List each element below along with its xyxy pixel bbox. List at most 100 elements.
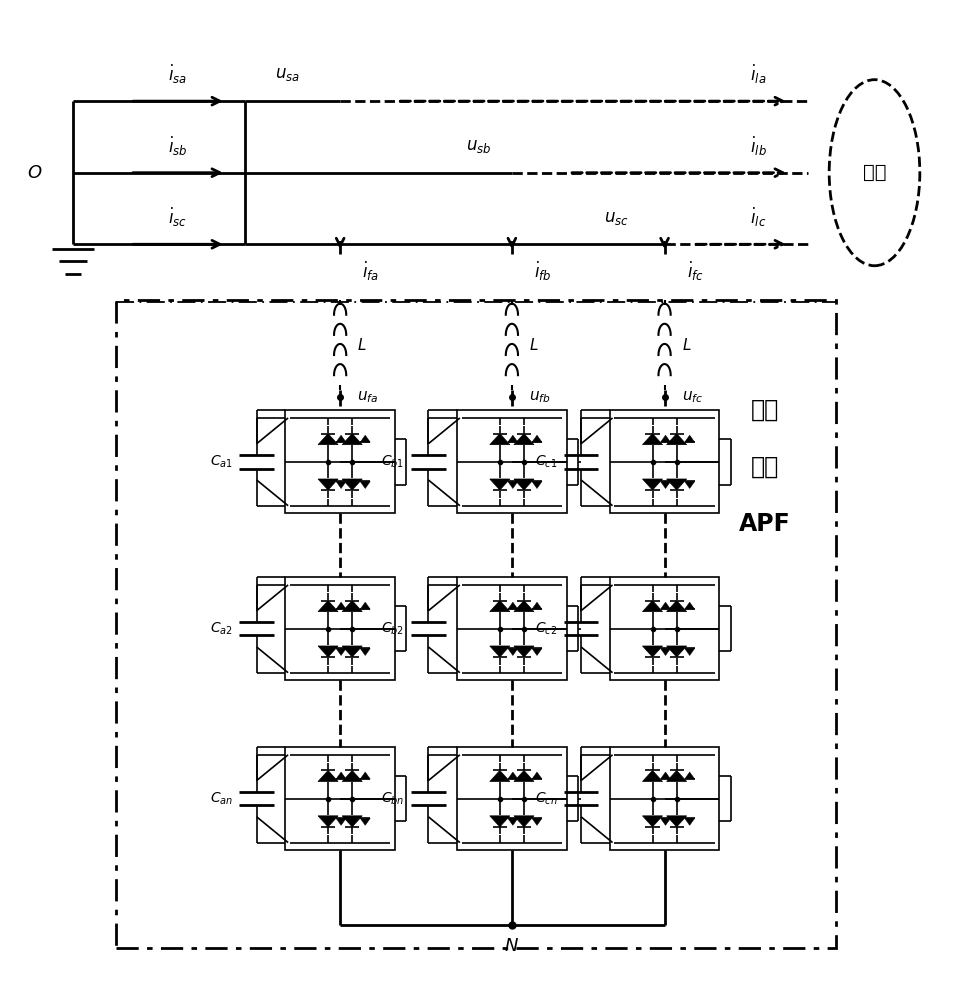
Bar [285, 577, 395, 680]
Polygon shape [667, 434, 687, 445]
Text: $u_{fc}$: $u_{fc}$ [681, 389, 702, 405]
Polygon shape [508, 818, 518, 825]
Polygon shape [642, 770, 662, 782]
Polygon shape [514, 601, 534, 612]
Polygon shape [660, 818, 671, 825]
Polygon shape [336, 602, 346, 609]
Polygon shape [667, 770, 687, 782]
Polygon shape [490, 646, 510, 657]
Polygon shape [514, 816, 534, 827]
Text: 链式: 链式 [750, 455, 779, 479]
Polygon shape [343, 434, 363, 445]
Text: $\dot{\imath}_{sb}$: $\dot{\imath}_{sb}$ [168, 134, 188, 158]
Polygon shape [318, 479, 338, 490]
Text: $\dot{\imath}_{la}$: $\dot{\imath}_{la}$ [750, 63, 767, 86]
Polygon shape [532, 435, 542, 442]
Polygon shape [360, 481, 370, 489]
Text: $C_{a1}$: $C_{a1}$ [210, 454, 233, 470]
Polygon shape [532, 772, 542, 779]
Polygon shape [490, 770, 510, 782]
Polygon shape [360, 772, 370, 779]
Text: 负载: 负载 [863, 163, 886, 182]
Text: $L$: $L$ [357, 337, 367, 353]
Polygon shape [684, 481, 695, 489]
Text: $u_{fb}$: $u_{fb}$ [529, 389, 550, 405]
Polygon shape [532, 648, 542, 656]
Text: 星形: 星形 [750, 397, 779, 421]
Polygon shape [684, 435, 695, 442]
Bar [457, 410, 567, 513]
Polygon shape [667, 816, 687, 827]
Bar [457, 577, 567, 680]
Polygon shape [660, 435, 671, 442]
Polygon shape [642, 434, 662, 445]
Polygon shape [318, 770, 338, 782]
Polygon shape [667, 479, 687, 490]
Text: APF: APF [739, 512, 790, 536]
Polygon shape [532, 818, 542, 825]
Polygon shape [667, 646, 687, 657]
Polygon shape [318, 816, 338, 827]
Polygon shape [508, 481, 518, 489]
Polygon shape [508, 648, 518, 656]
Polygon shape [343, 479, 363, 490]
Bar [285, 410, 395, 513]
Bar [285, 747, 395, 850]
Polygon shape [343, 816, 363, 827]
Text: $C_{a2}$: $C_{a2}$ [210, 621, 233, 637]
Text: $O$: $O$ [27, 164, 42, 182]
Text: $L$: $L$ [529, 337, 539, 353]
Bar [116, 300, 836, 948]
Polygon shape [684, 818, 695, 825]
Polygon shape [514, 646, 534, 657]
Text: $L$: $L$ [681, 337, 691, 353]
Polygon shape [532, 481, 542, 489]
Polygon shape [660, 481, 671, 489]
Text: $C_{b1}$: $C_{b1}$ [382, 454, 405, 470]
Polygon shape [490, 601, 510, 612]
Text: $N$: $N$ [504, 937, 520, 955]
Text: $\dot{\imath}_{lc}$: $\dot{\imath}_{lc}$ [750, 206, 767, 229]
Polygon shape [532, 602, 542, 609]
Polygon shape [642, 816, 662, 827]
Polygon shape [318, 434, 338, 445]
Polygon shape [642, 646, 662, 657]
Polygon shape [360, 435, 370, 442]
Bar [610, 410, 720, 513]
Polygon shape [642, 479, 662, 490]
Text: $C_{cn}$: $C_{cn}$ [535, 790, 557, 807]
Text: $\dot{\imath}_{sa}$: $\dot{\imath}_{sa}$ [168, 63, 188, 86]
Polygon shape [360, 648, 370, 656]
Text: $\dot{\imath}_{fa}$: $\dot{\imath}_{fa}$ [362, 259, 379, 283]
Text: $\dot{\imath}_{sc}$: $\dot{\imath}_{sc}$ [168, 206, 188, 229]
Polygon shape [684, 602, 695, 609]
Polygon shape [336, 772, 346, 779]
Polygon shape [490, 434, 510, 445]
Text: $C_{c1}$: $C_{c1}$ [535, 454, 557, 470]
Polygon shape [660, 648, 671, 656]
Text: $u_{sa}$: $u_{sa}$ [276, 65, 300, 83]
Polygon shape [642, 601, 662, 612]
Polygon shape [684, 772, 695, 779]
Polygon shape [660, 772, 671, 779]
Polygon shape [343, 646, 363, 657]
Polygon shape [684, 648, 695, 656]
Polygon shape [514, 434, 534, 445]
Polygon shape [336, 435, 346, 442]
Bar [610, 577, 720, 680]
Text: $C_{c2}$: $C_{c2}$ [535, 621, 557, 637]
Polygon shape [343, 770, 363, 782]
Polygon shape [318, 646, 338, 657]
Text: $C_{an}$: $C_{an}$ [210, 790, 233, 807]
Polygon shape [336, 648, 346, 656]
Polygon shape [336, 481, 346, 489]
Text: $u_{fa}$: $u_{fa}$ [357, 389, 379, 405]
Text: $u_{sc}$: $u_{sc}$ [605, 209, 630, 227]
Text: $\dot{\imath}_{fc}$: $\dot{\imath}_{fc}$ [686, 259, 703, 283]
Polygon shape [660, 602, 671, 609]
Polygon shape [514, 770, 534, 782]
Polygon shape [508, 602, 518, 609]
Polygon shape [318, 601, 338, 612]
Text: $C_{b2}$: $C_{b2}$ [382, 621, 405, 637]
Polygon shape [490, 479, 510, 490]
